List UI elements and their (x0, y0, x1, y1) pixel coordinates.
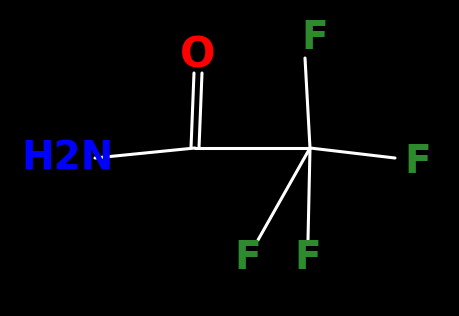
Text: F: F (294, 239, 321, 277)
Text: F: F (404, 143, 431, 181)
Text: F: F (301, 19, 328, 57)
Text: F: F (234, 239, 261, 277)
Text: O: O (180, 34, 215, 76)
Text: H2N: H2N (22, 139, 114, 177)
